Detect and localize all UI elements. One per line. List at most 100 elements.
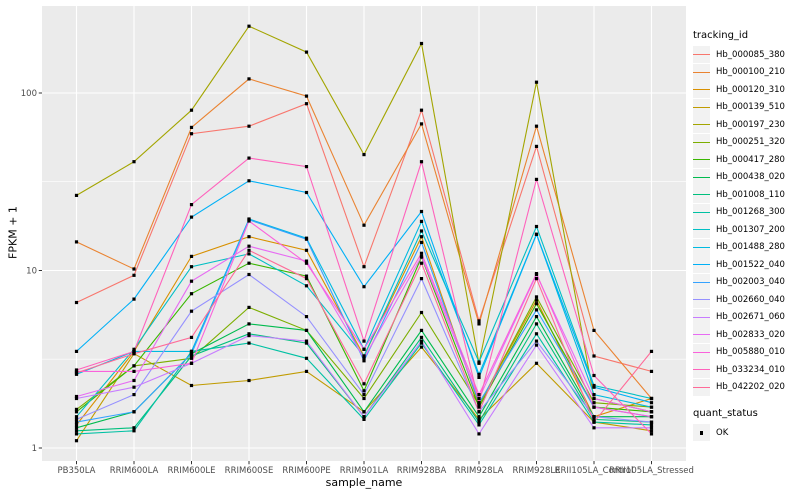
legend-item-label: Hb_001307_200 xyxy=(716,224,785,235)
legend-color-line-icon xyxy=(693,89,710,91)
data-point xyxy=(362,347,366,351)
data-point xyxy=(304,315,309,319)
data-point xyxy=(247,332,251,336)
x-tick-label: RRIM600LA xyxy=(110,466,159,476)
x-tick-label: PB350LA xyxy=(58,466,96,476)
data-point xyxy=(534,298,539,302)
x-axis-title: sample_name xyxy=(325,476,403,489)
data-point xyxy=(74,439,79,443)
legend-item: Hb_002671_060 xyxy=(693,308,799,327)
legend-item-label: Hb_000417_280 xyxy=(716,154,785,165)
data-point xyxy=(304,356,309,360)
data-point xyxy=(304,284,309,288)
data-point xyxy=(132,297,136,301)
data-point xyxy=(132,378,136,383)
data-point xyxy=(132,273,136,277)
data-point xyxy=(132,393,136,397)
data-point xyxy=(304,259,309,263)
legend-key xyxy=(693,378,710,396)
legend-item-label: Hb_002671_060 xyxy=(716,312,785,323)
data-point xyxy=(649,415,654,419)
legend-item: Hb_001008_110 xyxy=(693,186,799,204)
data-point xyxy=(189,361,194,365)
data-point xyxy=(189,108,194,112)
legend-color-line-icon xyxy=(693,54,710,56)
legend-item: Hb_042202_020 xyxy=(693,378,799,397)
data-point xyxy=(592,393,596,397)
legend-color-line-icon xyxy=(693,71,710,73)
x-tick-label: RRIM600PE xyxy=(282,466,330,476)
data-point xyxy=(419,310,424,315)
data-point xyxy=(247,378,251,383)
data-point xyxy=(534,308,539,312)
data-point xyxy=(362,359,366,363)
legend-color-line-icon xyxy=(693,386,710,388)
legend-key xyxy=(693,151,710,169)
data-point xyxy=(247,24,251,28)
data-point xyxy=(132,349,136,353)
legend-item: Hb_033234_010 xyxy=(693,361,799,379)
data-point xyxy=(74,349,79,353)
legend-key xyxy=(693,221,710,239)
data-point xyxy=(419,108,424,112)
legend-key xyxy=(693,63,710,81)
data-point xyxy=(247,124,251,128)
data-point xyxy=(534,302,539,306)
data-point xyxy=(74,423,79,427)
y-axis-title: FPKM + 1 xyxy=(6,206,20,259)
legend-item: Hb_000100_210 xyxy=(693,63,799,82)
legend-color-line-icon xyxy=(693,106,710,108)
legend-key xyxy=(693,238,710,256)
legend-item-label: Hb_001488_280 xyxy=(716,242,785,253)
data-point xyxy=(304,248,309,252)
legend-item: Hb_001522_040 xyxy=(693,256,799,274)
data-point xyxy=(189,215,194,219)
data-point xyxy=(247,322,251,326)
data-point xyxy=(189,335,194,339)
legend-item-label: Hb_000438_020 xyxy=(716,172,785,183)
data-point xyxy=(592,417,596,421)
legend-item: Hb_002833_020 xyxy=(693,326,799,344)
data-point xyxy=(189,292,194,296)
legend-item-label: Hb_002003_040 xyxy=(716,277,785,288)
data-point xyxy=(247,77,251,81)
x-tick-label: RRII105LA_Stressed xyxy=(609,466,694,476)
data-point xyxy=(534,343,539,347)
data-point xyxy=(247,252,251,256)
data-point xyxy=(419,229,424,233)
data-point xyxy=(132,410,136,414)
data-point xyxy=(362,389,366,393)
data-point xyxy=(592,328,596,332)
x-tick-label: RRIM928LA xyxy=(455,466,504,476)
legend-item: Hb_000197_230 xyxy=(693,116,799,134)
legend-item-label: Hb_000085_380 xyxy=(716,49,785,60)
data-point xyxy=(419,235,424,239)
data-point xyxy=(304,190,309,195)
data-point xyxy=(132,267,136,271)
data-point xyxy=(362,356,366,360)
data-point xyxy=(477,396,481,401)
legend-item-label: OK xyxy=(716,427,729,438)
data-point xyxy=(74,407,79,411)
data-point xyxy=(74,432,79,436)
data-point xyxy=(534,315,539,319)
legend-color-line-icon xyxy=(693,194,710,196)
legend-item-label: Hb_000139_510 xyxy=(716,102,785,113)
data-point xyxy=(189,354,194,358)
legend-item-label: Hb_005880_010 xyxy=(716,347,785,358)
data-point xyxy=(477,403,481,407)
legend-key xyxy=(693,133,710,151)
data-point xyxy=(189,265,194,269)
y-tick-label: 10 xyxy=(26,267,37,277)
data-point xyxy=(74,371,79,375)
legend-color-line-icon xyxy=(693,246,710,248)
legend-item-label: Hb_001522_040 xyxy=(716,259,785,270)
data-point xyxy=(74,396,79,401)
data-point xyxy=(649,405,654,409)
data-point xyxy=(74,429,79,433)
x-tick-label: RRII105LA_Control xyxy=(555,466,634,476)
data-point xyxy=(304,261,309,265)
legend-item-label: Hb_042202_020 xyxy=(716,382,785,393)
data-point xyxy=(592,420,596,424)
